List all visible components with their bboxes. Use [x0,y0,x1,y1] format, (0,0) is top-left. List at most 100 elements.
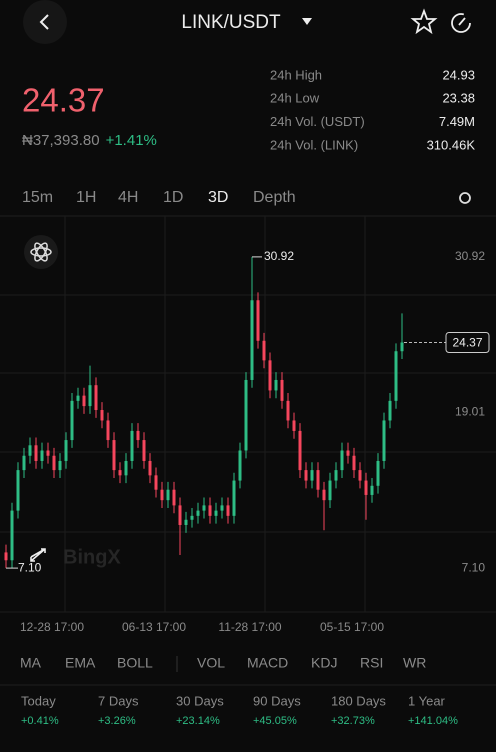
candle-body [340,450,344,471]
candle-body [76,395,80,401]
refresh-icon[interactable] [451,13,471,33]
indicator-tab[interactable]: MACD [247,655,288,671]
period-label: Today [21,693,56,708]
candle-body [124,460,128,476]
timeframe-tab[interactable]: 15m [22,189,53,206]
candle-body [196,510,200,516]
candle-body [190,515,194,520]
candle-body [28,445,32,456]
timeframe-tab[interactable]: 4H [118,189,138,206]
timeframe-tab[interactable]: 3D [208,189,228,206]
candle-body [226,505,230,516]
stat-value: 310.46K [427,137,476,152]
stat-label: 24h Low [270,91,320,106]
candle-body [4,552,8,561]
candle-body [238,450,242,481]
last-price-label: 24.37 [452,336,482,350]
candle-body [352,455,356,471]
candle-body [112,440,116,471]
period-label: 7 Days [98,693,139,708]
candle-body [166,489,170,501]
candle-body [178,505,182,525]
candle-body [346,450,350,456]
candle-body [388,400,392,421]
candle-body [286,400,290,421]
candle-body [298,430,302,471]
candle-body [208,505,212,516]
stat-value: 7.49M [439,114,475,129]
candle-body [100,410,104,421]
low-label: 7.10 [18,560,42,574]
favorite-icon[interactable] [410,8,438,35]
candle-body [244,379,248,451]
candle-body [394,351,398,401]
price-change: +1.41% [106,132,157,149]
settings-icon[interactable] [459,192,471,204]
candle-body [400,342,404,352]
candle-body [118,470,122,476]
candle-body [202,505,206,511]
x-tick-label: 11-28 17:00 [218,620,281,634]
pair-title[interactable]: LINK/USDT [181,12,281,33]
candle-body [10,510,14,561]
period-change: +45.05% [253,715,297,727]
candle-body [82,395,86,407]
candle-body [88,385,92,407]
candle-body [214,510,218,516]
candle-body [40,450,44,461]
timeframe-tab[interactable]: 1H [76,189,96,206]
stat-value: 23.38 [442,91,475,106]
indicator-tab[interactable]: VOL [197,655,225,671]
candle-body [304,470,308,481]
candle-body [148,460,152,476]
back-icon [39,14,49,30]
indicator-tab[interactable]: RSI [360,655,383,671]
candle-body [328,480,332,501]
candle-body [250,300,254,380]
stat-label: 24h Vol. (USDT) [270,114,365,129]
back-button[interactable] [23,0,67,44]
stat-value: 24.93 [442,67,475,82]
period-change: +23.14% [176,715,220,727]
candle-body [70,400,74,441]
candle-body [94,385,98,411]
candle-body [136,430,140,441]
refresh-icon-hand [458,17,466,26]
candle-body [58,460,62,471]
y-tick-label: 19.01 [455,405,485,419]
timeframe-tab[interactable]: 1D [163,189,183,206]
candle-body [256,300,260,341]
candle-body [52,455,56,471]
x-tick-label: 06-13 17:00 [122,620,186,634]
indicator-tab[interactable]: EMA [65,655,96,671]
candle-body [322,489,326,501]
last-price: 24.37 [22,82,105,119]
candle-body [130,430,134,461]
fiat-price: ₦37,393.80 [22,132,100,149]
period-label: 90 Days [253,693,301,708]
period-change: +0.41% [21,715,59,727]
candle-body [106,420,110,441]
grid [0,216,496,613]
fullscreen-icon[interactable] [30,548,46,562]
stat-label: 24h High [270,67,322,82]
candle-body [382,420,386,461]
dropdown-caret[interactable] [302,18,312,25]
last-price-box [445,331,490,353]
indicator-tab[interactable]: MA [20,655,42,671]
ai-button[interactable] [24,235,58,269]
indicator-tab[interactable]: WR [403,655,426,671]
candle-body [274,379,278,391]
candle-body [358,470,362,481]
candle-body [376,460,380,486]
candle-body [364,480,368,495]
high-label: 30.92 [264,249,294,263]
timeframe-tab[interactable]: Depth [253,189,296,206]
candle-body [334,470,338,481]
indicator-tab[interactable]: BOLL [117,655,153,671]
indicator-tab[interactable]: KDJ [311,655,337,671]
period-label: 180 Days [331,693,386,708]
